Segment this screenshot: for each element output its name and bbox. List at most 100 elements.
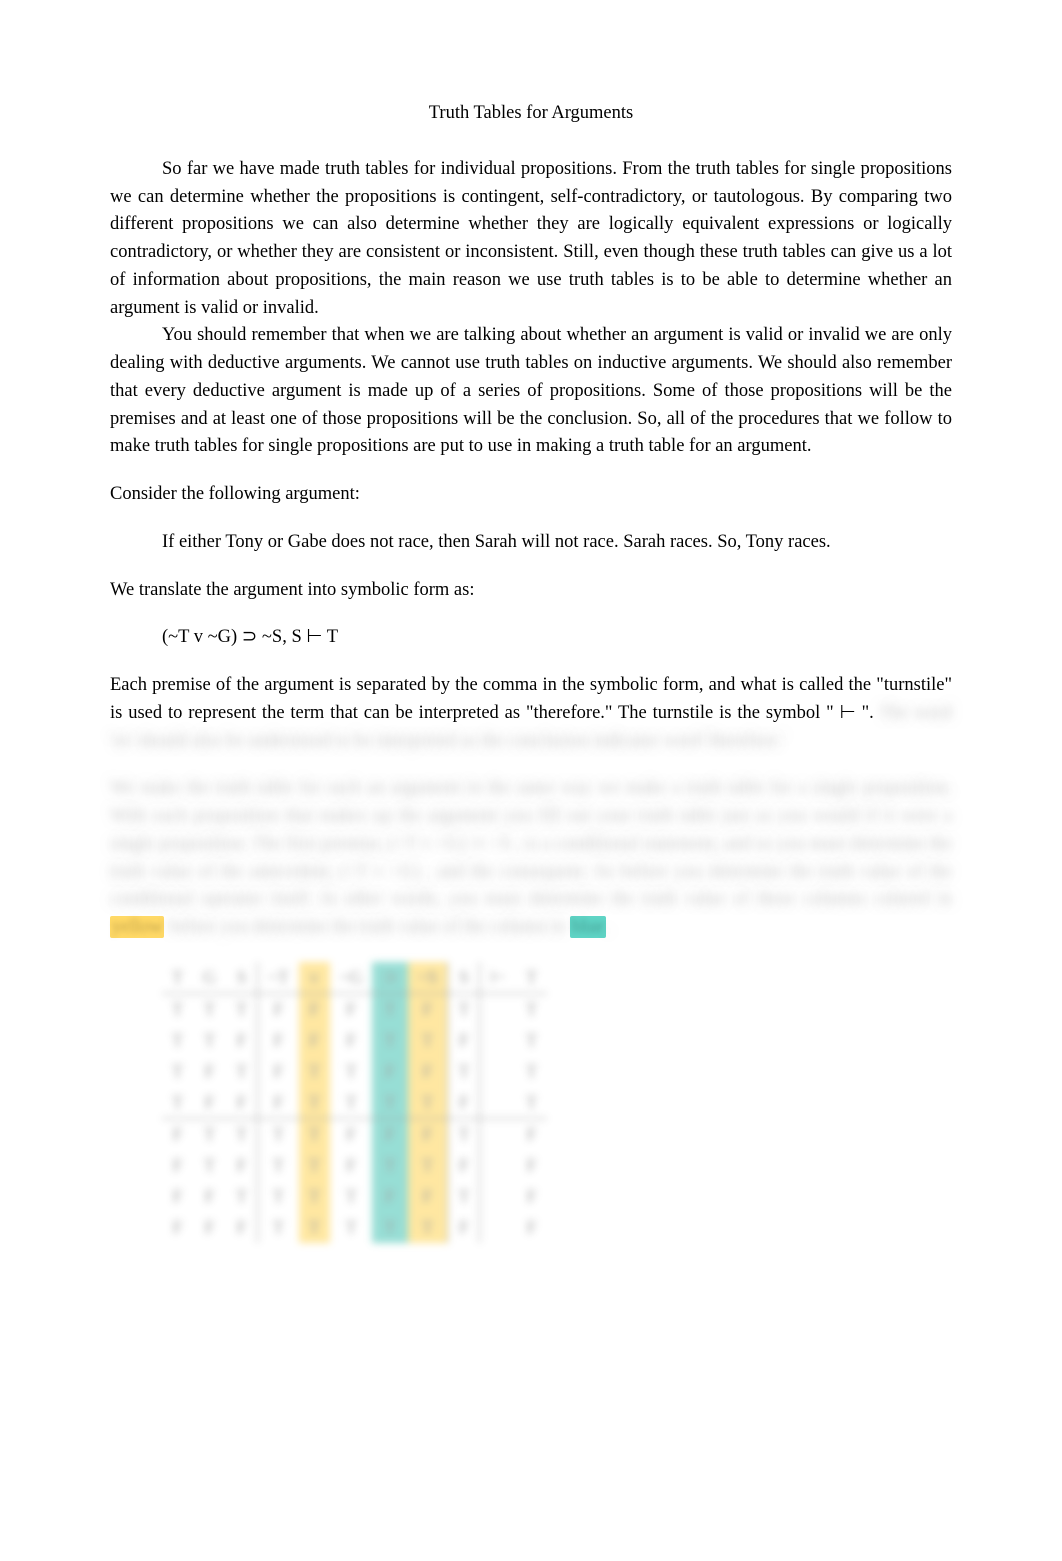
table-row: FFFTTTTTFF <box>162 1212 547 1243</box>
table-row: FFTTTTFFTF <box>162 1181 547 1212</box>
truth-table-cell: F <box>226 1025 258 1056</box>
truth-table-cell: F <box>330 1118 373 1150</box>
truth-table-cell: F <box>516 1118 547 1150</box>
truth-table-cell: T <box>372 1025 407 1056</box>
truth-table-cell: T <box>408 1087 448 1119</box>
truth-table-cell: T <box>193 1150 226 1181</box>
truth-table-cell: F <box>372 1056 407 1087</box>
consider-heading: Consider the following argument: <box>110 481 952 509</box>
truth-table-cell: T <box>193 993 226 1025</box>
truth-table-cell: T <box>299 1118 330 1150</box>
truth-table-cell: T <box>372 1150 407 1181</box>
truth-table-cell: F <box>408 1118 448 1150</box>
truth-table-header-cell: ~T <box>258 962 299 994</box>
truth-table-cell: T <box>516 993 547 1025</box>
truth-table-cell <box>480 1025 516 1056</box>
truth-table-cell: T <box>299 1181 330 1212</box>
truth-table-cell: F <box>162 1181 193 1212</box>
truth-table-cell: T <box>372 1212 407 1243</box>
truth-table-cell: F <box>448 1212 480 1243</box>
truth-table-cell: F <box>299 993 330 1025</box>
truth-table-cell <box>480 1150 516 1181</box>
truth-table-cell: F <box>193 1181 226 1212</box>
truth-table-cell: T <box>330 1181 373 1212</box>
truth-table-cell: T <box>330 1212 373 1243</box>
truth-table-cell: T <box>162 1087 193 1119</box>
table-row: TFFFTTTTFT <box>162 1087 547 1119</box>
paragraph-turnstile: Each premise of the argument is separate… <box>110 672 952 755</box>
truth-table-header-cell: ~S <box>408 962 448 994</box>
truth-table-cell: F <box>448 1025 480 1056</box>
truth-table-cell: T <box>162 1056 193 1087</box>
truth-table-cell: T <box>299 1212 330 1243</box>
truth-table-cell: F <box>258 1025 299 1056</box>
paragraph-intro-1: So far we have made truth tables for ind… <box>110 156 952 323</box>
truth-table-cell: T <box>408 1212 448 1243</box>
truth-table-cell: F <box>330 1150 373 1181</box>
truth-table-cell: F <box>226 1212 258 1243</box>
translate-lead: We translate the argument into symbolic … <box>110 577 952 605</box>
truth-table-cell: F <box>226 1087 258 1119</box>
truth-table-cell: F <box>516 1150 547 1181</box>
highlight-cyan-word: blue <box>570 916 606 938</box>
argument-english: If either Tony or Gabe does not race, th… <box>110 529 952 557</box>
truth-table-cell: T <box>226 1181 258 1212</box>
truth-table-cell <box>480 993 516 1025</box>
truth-table-cell: T <box>226 1118 258 1150</box>
truth-table-cell: T <box>226 1056 258 1087</box>
truth-table-cell: T <box>516 1087 547 1119</box>
truth-table-header-cell: ⊃ <box>372 962 407 994</box>
truth-table-cell: T <box>193 1025 226 1056</box>
truth-table-cell: F <box>372 1181 407 1212</box>
table-row: FTTTTFFFTF <box>162 1118 547 1150</box>
truth-table: TGS~Tv~G⊃~SS⊢T TTTFFFTFTTTTFFFFTTFTTFTFT… <box>162 962 547 1243</box>
truth-table-cell: F <box>162 1118 193 1150</box>
truth-table-cell: F <box>516 1212 547 1243</box>
truth-table-cell: T <box>448 1056 480 1087</box>
truth-table-cell: T <box>258 1181 299 1212</box>
truth-table-header-cell: T <box>162 962 193 994</box>
truth-table-cell: T <box>330 1056 373 1087</box>
truth-table-cell: F <box>193 1056 226 1087</box>
highlight-yellow-word: yellow <box>110 916 164 938</box>
turnstile-visible-text: Each premise of the argument is separate… <box>110 675 952 723</box>
table-row: TTFFFFTTFT <box>162 1025 547 1056</box>
truth-table-header-cell: S <box>448 962 480 994</box>
truth-table-cell: F <box>299 1025 330 1056</box>
truth-table-cell: F <box>448 1087 480 1119</box>
truth-table-header-cell: T <box>516 962 547 994</box>
truth-table-cell: F <box>408 1056 448 1087</box>
truth-table-cell: F <box>162 1212 193 1243</box>
truth-table-cell: F <box>258 1056 299 1087</box>
truth-table-cell: T <box>258 1150 299 1181</box>
truth-table-cell: T <box>299 1150 330 1181</box>
truth-table-cell: T <box>448 1118 480 1150</box>
paragraph-method: We make the truth table for such an argu… <box>110 775 952 942</box>
truth-table-cell: T <box>408 1025 448 1056</box>
table-row: TTTFFFTFTT <box>162 993 547 1025</box>
truth-table-cell <box>480 1087 516 1119</box>
truth-table-cell: T <box>226 993 258 1025</box>
truth-table-header-cell: v <box>299 962 330 994</box>
truth-table-cell: T <box>258 1212 299 1243</box>
truth-table-cell: F <box>193 1087 226 1119</box>
truth-table-cell <box>480 1056 516 1087</box>
truth-table-cell: T <box>162 993 193 1025</box>
truth-table-cell: F <box>516 1181 547 1212</box>
truth-table-cell: T <box>516 1025 547 1056</box>
truth-table-body: TTTFFFTFTTTTFFFFTTFTTFTFTTFFTTTFFFTTTTFT… <box>162 993 547 1243</box>
truth-table-cell: F <box>372 1118 407 1150</box>
truth-table-cell: T <box>372 1087 407 1119</box>
truth-table-cell: T <box>448 1181 480 1212</box>
truth-table-cell: F <box>408 993 448 1025</box>
truth-table-cell: F <box>258 993 299 1025</box>
truth-table-cell <box>480 1212 516 1243</box>
table-row: FTFTTFTTFF <box>162 1150 547 1181</box>
method-text-b: before you determine the truth value of … <box>164 917 569 937</box>
truth-table-header-cell: S <box>226 962 258 994</box>
truth-table-cell: F <box>162 1150 193 1181</box>
truth-table-cell: F <box>258 1087 299 1119</box>
truth-table-cell: T <box>408 1150 448 1181</box>
truth-table-cell <box>480 1181 516 1212</box>
truth-table-cell: T <box>299 1087 330 1119</box>
